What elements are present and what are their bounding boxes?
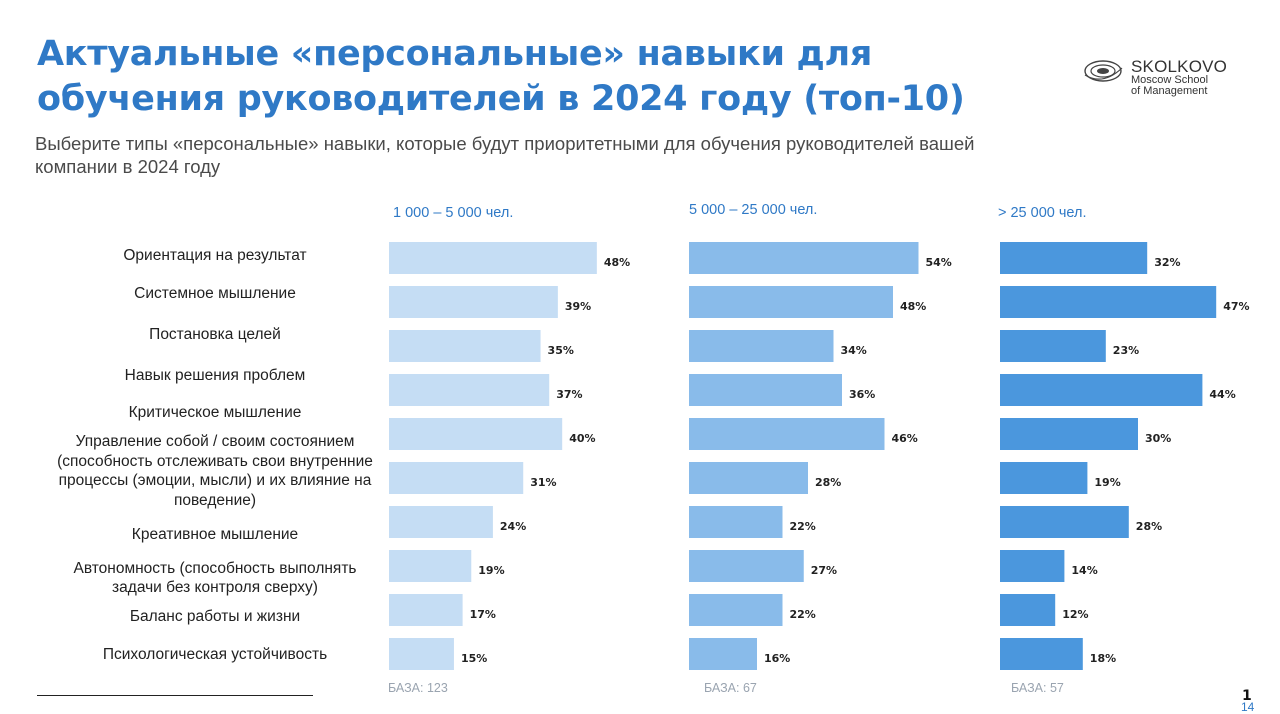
bar xyxy=(389,286,558,318)
bar xyxy=(1000,462,1088,494)
data-label: 30% xyxy=(1145,432,1171,445)
data-label: 22% xyxy=(790,608,816,621)
logo-wordmark: SKOLKOVO xyxy=(1131,57,1228,76)
row-label: Креативное мышление xyxy=(131,526,299,543)
row-label: Баланс работы и жизни xyxy=(129,608,301,625)
data-label: 16% xyxy=(764,652,790,665)
bar xyxy=(1000,550,1065,582)
bar xyxy=(389,462,524,494)
page-number-secondary: 14 xyxy=(1241,700,1255,714)
bar xyxy=(689,242,919,274)
page-number: 1 xyxy=(1242,688,1252,704)
data-label: 28% xyxy=(815,476,841,489)
data-label: 27% xyxy=(811,564,837,577)
bar xyxy=(389,418,563,450)
bar xyxy=(689,594,783,626)
sample-base: БАЗА: 67 xyxy=(704,681,757,695)
row-label: Навык решения проблем xyxy=(124,367,306,384)
data-label: 19% xyxy=(1094,476,1120,489)
bar xyxy=(389,330,541,362)
row-label: Психологическая устойчивость xyxy=(102,646,328,663)
bar xyxy=(389,374,550,406)
data-label: 47% xyxy=(1223,300,1249,313)
data-label: 15% xyxy=(461,652,487,665)
data-label: 37% xyxy=(556,388,582,401)
data-label: 23% xyxy=(1113,344,1139,357)
data-label: 36% xyxy=(849,388,875,401)
data-label: 32% xyxy=(1154,256,1180,269)
data-label: 31% xyxy=(530,476,556,489)
data-label: 24% xyxy=(500,520,526,533)
bar xyxy=(389,594,463,626)
panel-title: 1 000 – 5 000 чел. xyxy=(393,205,514,221)
data-label: 48% xyxy=(900,300,926,313)
data-label: 35% xyxy=(548,344,574,357)
row-label: Постановка целей xyxy=(149,326,281,343)
data-label: 12% xyxy=(1062,608,1088,621)
data-label: 39% xyxy=(565,300,591,313)
bar xyxy=(1000,506,1129,538)
bar xyxy=(1000,242,1148,274)
bar xyxy=(1000,374,1203,406)
row-label: Системное мышление xyxy=(134,285,296,302)
bar xyxy=(389,242,597,274)
globe-icon xyxy=(1084,60,1123,82)
data-label: 19% xyxy=(478,564,504,577)
sample-base: БАЗА: 57 xyxy=(1011,681,1064,695)
bar xyxy=(1000,418,1138,450)
sample-base: БАЗА: 123 xyxy=(388,681,448,695)
data-label: 17% xyxy=(470,608,496,621)
bar xyxy=(389,550,472,582)
bar xyxy=(689,418,885,450)
bar xyxy=(689,374,842,406)
logo-subtitle: Moscow School of Management xyxy=(1131,74,1209,97)
panel-title: > 25 000 чел. xyxy=(998,205,1087,221)
data-label: 40% xyxy=(569,432,595,445)
bar xyxy=(689,462,808,494)
row-label: Автономность (способность выполнять зада… xyxy=(73,559,357,597)
bar xyxy=(389,506,493,538)
panel-title: 5 000 – 25 000 чел. xyxy=(689,202,818,218)
skolkovo-logo: SKOLKOVO Moscow School of Management xyxy=(1082,52,1242,102)
bar xyxy=(689,286,893,318)
bar xyxy=(389,638,454,670)
row-label: Ориентация на результат xyxy=(123,247,307,264)
bar xyxy=(689,550,804,582)
data-label: 54% xyxy=(926,256,952,269)
row-label: Критическое мышление xyxy=(128,404,302,421)
bar xyxy=(1000,330,1106,362)
bar xyxy=(689,638,757,670)
bar xyxy=(1000,286,1217,318)
data-label: 46% xyxy=(892,432,918,445)
bar xyxy=(689,506,783,538)
data-label: 48% xyxy=(604,256,630,269)
data-label: 34% xyxy=(841,344,867,357)
bar xyxy=(689,330,834,362)
data-label: 44% xyxy=(1209,388,1235,401)
data-label: 18% xyxy=(1090,652,1116,665)
data-label: 14% xyxy=(1071,564,1097,577)
row-label: Управление собой / своим состоянием (спо… xyxy=(57,433,373,509)
page-title: Актуальные «персональные» навыки для обу… xyxy=(37,34,965,119)
page-subtitle: Выберите типы «персональные» навыки, кот… xyxy=(35,133,975,177)
bar xyxy=(1000,638,1083,670)
bar xyxy=(1000,594,1056,626)
data-label: 28% xyxy=(1136,520,1162,533)
footnote-divider xyxy=(37,695,313,696)
data-label: 22% xyxy=(790,520,816,533)
